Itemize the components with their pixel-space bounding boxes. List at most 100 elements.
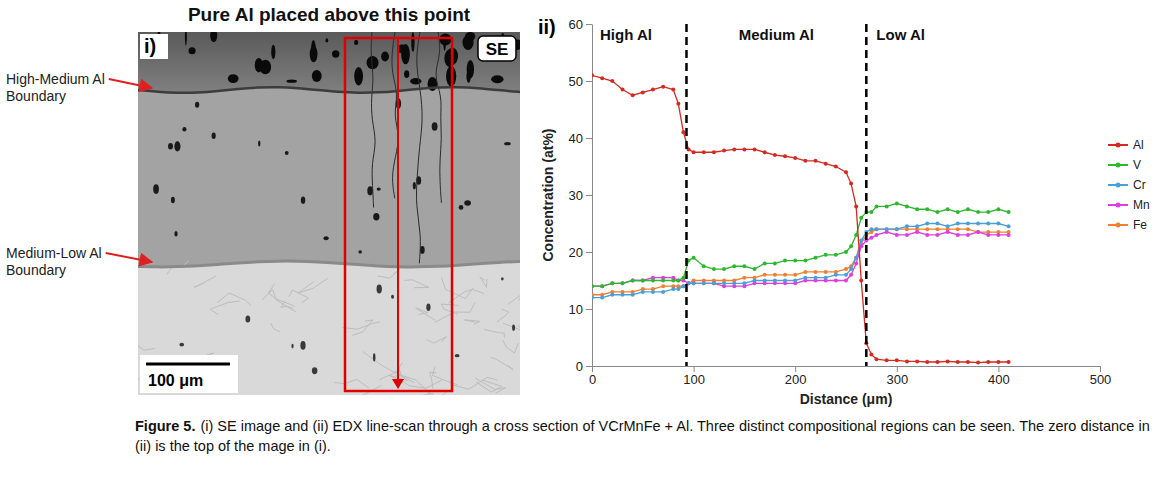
data-point [600, 76, 604, 80]
data-point [844, 273, 848, 277]
pore [312, 367, 318, 374]
tick-label: 0 [589, 372, 596, 387]
tick-label: 300 [886, 372, 908, 387]
series-line [592, 204, 1009, 287]
annotation-arrow [109, 79, 152, 88]
panel-label: i) [144, 35, 156, 57]
data-point [641, 279, 645, 283]
data-point [610, 281, 614, 285]
data-point [874, 227, 878, 231]
pore [381, 51, 389, 61]
grain-boundary [491, 357, 513, 369]
tick-label: 50 [569, 74, 583, 89]
imaging-mode: SE [486, 40, 509, 59]
pore [512, 325, 515, 331]
data-point [834, 253, 838, 257]
series-line [592, 75, 1009, 362]
data-point [676, 279, 680, 283]
pore [432, 122, 438, 130]
tick-mark [998, 366, 999, 372]
grain-boundary [484, 329, 504, 338]
pore [153, 184, 159, 194]
data-point [925, 222, 929, 226]
data-point [854, 256, 858, 260]
data-point [1007, 210, 1011, 214]
data-point [592, 284, 594, 288]
boundary-annotation: High-Medium AlBoundary [6, 71, 105, 104]
pore [301, 196, 305, 203]
data-point [600, 296, 604, 300]
pore [228, 74, 239, 83]
region-boundary [685, 24, 688, 366]
caption-label: Figure 5. [135, 418, 195, 434]
data-point [859, 279, 863, 283]
data-point [600, 284, 604, 288]
data-point [676, 287, 680, 291]
plot-area [592, 24, 1011, 366]
data-point [610, 281, 614, 285]
grain-boundary [210, 301, 240, 315]
grain-boundary [363, 352, 415, 383]
legend-label: Fe [1133, 218, 1147, 232]
data-point [783, 273, 787, 277]
data-point [692, 150, 696, 154]
annotation-arrow [106, 253, 152, 262]
data-point [824, 162, 828, 166]
data-point [885, 204, 889, 208]
data-point [895, 233, 899, 237]
data-point [773, 153, 777, 157]
grain-boundary [441, 304, 458, 314]
y-axis-title: Concentration (at%) [540, 129, 556, 262]
grain-boundary [508, 292, 520, 305]
grain-boundary [405, 280, 429, 288]
data-point [956, 227, 960, 231]
data-point [763, 261, 767, 265]
tick-mark [586, 81, 592, 82]
pore [426, 303, 430, 311]
data-point [956, 360, 960, 364]
series-line [592, 229, 1009, 295]
data-point [592, 73, 594, 77]
data-point [732, 147, 736, 151]
pore [404, 70, 409, 78]
grain-boundary [441, 277, 473, 298]
data-point [742, 276, 746, 280]
grain-boundary [421, 392, 446, 395]
data-point [915, 359, 919, 363]
data-point [814, 256, 818, 260]
region-label: Medium Al [739, 26, 814, 43]
pore [260, 60, 271, 75]
tick-label: 400 [988, 372, 1010, 387]
label-patch [478, 36, 516, 61]
data-point [753, 147, 757, 151]
data-point [905, 204, 909, 208]
data-point [869, 227, 873, 231]
data-point [803, 276, 807, 280]
data-point [859, 216, 863, 220]
data-point [631, 93, 635, 97]
data-point [935, 360, 939, 364]
boundary-line [138, 87, 520, 93]
x-axis: 0100200300400500 [589, 366, 1111, 387]
data-point [702, 264, 706, 268]
data-point [915, 230, 919, 234]
pore [466, 70, 470, 83]
pore [464, 200, 471, 205]
x-axis-title: Distance (μm) [800, 391, 893, 407]
data-point [849, 182, 853, 186]
pore [444, 49, 455, 67]
data-point [661, 284, 665, 288]
data-point [986, 360, 990, 364]
legend-label: V [1133, 158, 1141, 172]
tick-mark [586, 309, 592, 310]
data-point [895, 227, 899, 231]
pore [312, 70, 322, 82]
data-point [702, 281, 706, 285]
tick-mark [586, 195, 592, 196]
region-label: High Al [600, 26, 652, 43]
data-point [844, 170, 848, 174]
data-point [753, 279, 757, 283]
legend-marker [1116, 163, 1121, 168]
legend-label: Mn [1133, 198, 1150, 212]
data-point [895, 227, 899, 231]
